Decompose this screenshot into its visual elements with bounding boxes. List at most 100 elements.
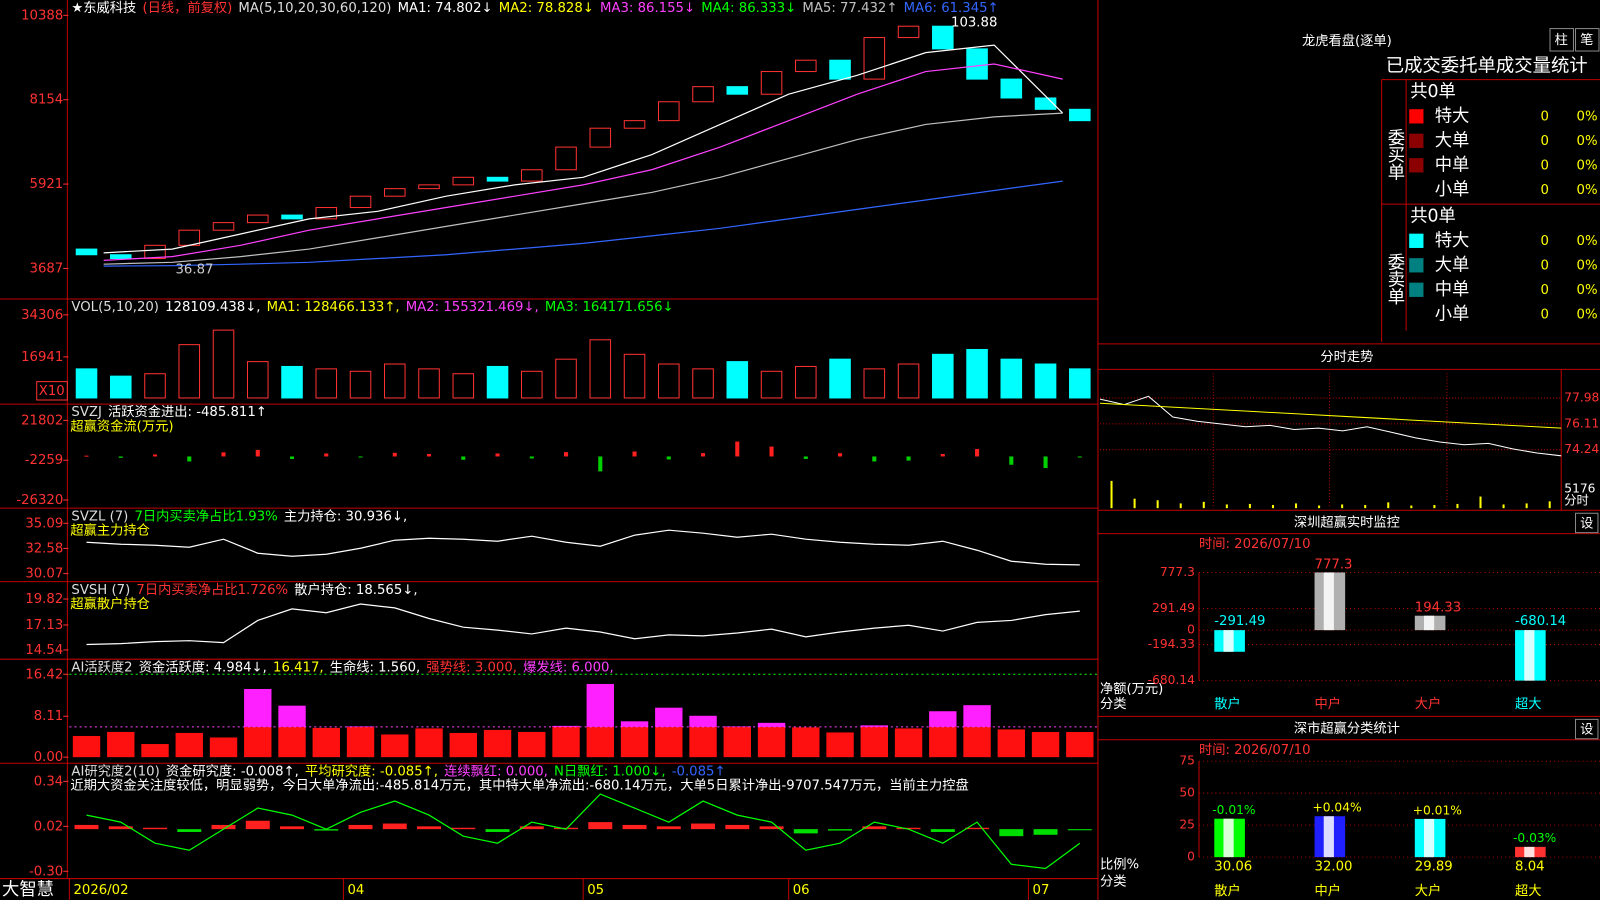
y-tick-label: 25 <box>1179 818 1195 832</box>
research-bar <box>108 826 133 830</box>
legend-item: MA2: 78.828↓ <box>499 1 594 16</box>
bar-shine <box>1524 846 1535 858</box>
flow-bar <box>906 456 911 461</box>
candle <box>178 229 201 246</box>
research-bar <box>348 824 373 830</box>
legend-item: 7日内买卖净占比1.726% <box>136 582 288 598</box>
candle <box>109 254 132 260</box>
vol-tick-label: 5176 <box>1564 482 1595 496</box>
row-count: 0 <box>1541 134 1549 149</box>
intraday-volume <box>1133 498 1136 509</box>
time-label: 时间: 2026/07/10 <box>1199 536 1311 552</box>
flow-bar <box>187 456 192 462</box>
button[interactable]: 笔 <box>1580 32 1593 48</box>
activity-bar-peak <box>963 705 991 727</box>
flow-bar <box>940 453 945 457</box>
button[interactable]: 设 <box>1580 515 1593 531</box>
intraday-line <box>1099 402 1562 429</box>
y-tick-label: 0.00 <box>34 750 64 765</box>
flow-bar <box>1077 456 1082 458</box>
row-count: 0 <box>1541 234 1549 249</box>
research-bar <box>417 826 442 830</box>
y-tick-label: -680.14 <box>1148 673 1195 687</box>
flow-bar <box>1043 456 1048 469</box>
button-frame[interactable] <box>1575 718 1599 740</box>
row-count: 0 <box>1541 307 1549 322</box>
button-frame[interactable] <box>1575 28 1600 52</box>
volume-bar <box>315 368 338 399</box>
activity-bar-peak <box>757 722 786 727</box>
activity-bar <box>483 729 512 758</box>
candle <box>623 120 646 129</box>
category-label: 大户 <box>1415 882 1442 899</box>
candle <box>966 48 988 80</box>
y-tick-label: 50 <box>1179 786 1195 800</box>
volume-bar <box>109 375 132 399</box>
button[interactable]: 设 <box>1580 722 1593 738</box>
intraday-volume <box>1456 503 1459 509</box>
legend-item: MA5: 77.432↑ <box>802 1 897 16</box>
y-tick-label: 35.09 <box>25 516 63 531</box>
y-tick-label: -194.33 <box>1148 637 1195 651</box>
button-frame[interactable] <box>1575 512 1599 534</box>
change-label: -0.01% <box>1212 803 1255 817</box>
research-bar <box>759 826 784 830</box>
legend-sub: 超赢主力持仓 <box>70 522 150 539</box>
legend-item: MA4: 86.333↓ <box>701 1 796 16</box>
candle <box>520 169 543 182</box>
change-label: +0.01% <box>1413 803 1462 817</box>
y-tick-label: 5921 <box>30 177 64 192</box>
intraday-line <box>1099 395 1562 457</box>
y-tick-label: 0.34 <box>34 774 64 789</box>
bar-shine <box>1223 630 1234 652</box>
row-name: 小单 <box>1435 180 1470 200</box>
flow-bar <box>1009 456 1014 465</box>
research-bar <box>828 829 853 831</box>
category-label: 超大 <box>1515 696 1542 712</box>
activity-bar <box>757 726 786 758</box>
category-label: 散户 <box>1214 695 1241 712</box>
category-label: 超大 <box>1515 883 1542 899</box>
flow-bar <box>221 452 226 457</box>
intraday-volume <box>1433 505 1436 509</box>
value-label: -291.49 <box>1214 614 1265 629</box>
activity-bar <box>552 726 580 758</box>
research-bar <box>211 824 236 830</box>
flow-bar <box>324 453 329 457</box>
axis-title: 分类 <box>1100 696 1127 712</box>
time-label: 时间: 2026/07/10 <box>1199 742 1311 758</box>
value-label: 194.33 <box>1415 601 1461 616</box>
research-bar <box>280 826 305 830</box>
volume-bar <box>1069 368 1091 399</box>
candle <box>418 184 440 190</box>
bar-shine <box>1524 630 1535 681</box>
tag: 分时 <box>1564 494 1588 508</box>
volume-bar <box>795 365 817 399</box>
row-pct: 0% <box>1577 183 1598 198</box>
activity-bar <box>689 726 717 758</box>
button-frame[interactable] <box>1549 28 1574 52</box>
legend-item: SVSH (7) <box>71 583 130 598</box>
activity-bar-peak <box>655 707 683 727</box>
y-tick-label: 14.54 <box>25 643 63 658</box>
y-tick-label: 76.11 <box>1564 416 1599 430</box>
candle <box>589 127 612 148</box>
intraday-volume <box>1295 503 1298 509</box>
y-tick-label: 34306 <box>21 308 63 323</box>
group-label: 委卖单 <box>1384 253 1405 305</box>
flow-bar <box>255 449 260 457</box>
x-tick-label: 04 <box>347 883 364 898</box>
unit-label: X10 <box>39 384 65 399</box>
legend-item: VOL(5,10,20) <box>71 300 159 315</box>
activity-bar <box>620 726 649 758</box>
activity-bar <box>655 726 683 758</box>
legend-swatch <box>1409 158 1424 173</box>
value-label: 777.3 <box>1315 557 1353 572</box>
bar-shine <box>1223 818 1234 858</box>
candle <box>795 59 817 73</box>
legend-item: MA3: 164171.656↓ <box>545 300 674 315</box>
button[interactable]: 柱 <box>1555 32 1568 48</box>
row-pct: 0% <box>1577 234 1598 249</box>
y-tick-label: -26320 <box>16 493 63 508</box>
